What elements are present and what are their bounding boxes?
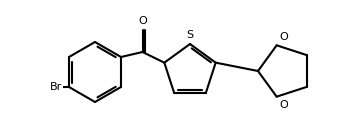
Text: S: S [187,30,194,40]
Text: O: O [280,32,289,42]
Text: O: O [280,100,289,110]
Text: Br: Br [50,82,62,92]
Text: O: O [138,16,147,26]
